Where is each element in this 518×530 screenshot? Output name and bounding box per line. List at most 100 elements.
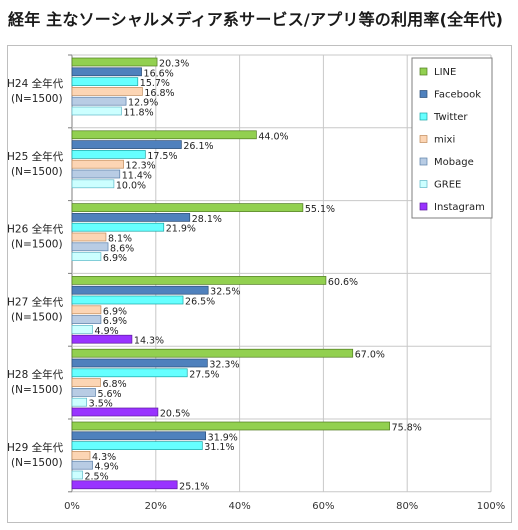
bar-value-label: 25.1% [179,481,209,492]
chart-frame [7,45,512,523]
bar-value-label: 4.9% [95,462,119,473]
x-tick-label: 40% [228,501,250,512]
bar-mixi [71,159,124,169]
bar-mixi [71,451,91,460]
bar-value-label: 17.5% [147,151,177,162]
group-label: H24 全年代 [7,77,64,90]
bar-value-label: 4.3% [92,452,116,463]
group-label: H28 全年代 [7,368,64,381]
bar-value-label: 27.5% [189,369,219,380]
bar-value-label: 4.9% [95,326,119,337]
bar-value-label: 26.5% [185,297,215,308]
bar-value-label: 12.9% [128,98,158,109]
bar-mobage [71,169,121,179]
bar-facebook [71,140,182,149]
bar-mixi [71,232,107,242]
bar-mobage [71,388,96,397]
bar-value-label: 31.1% [204,442,234,453]
bar-mixi [71,305,102,315]
bar-line [71,203,304,212]
chart-title: 経年 主なソーシャルメディア系サービス/アプリ等の利用率(全年代) [8,10,504,29]
group-n-label: (N=1500) [11,311,63,323]
bar-value-label: 15.7% [140,78,170,89]
group-label: H27 全年代 [7,295,64,308]
bar-value-label: 6.9% [103,253,127,264]
group-n-label: (N=1500) [11,239,63,251]
legend-swatch-instagram [419,202,428,211]
legend-swatch-mobage [419,157,428,166]
bar-value-label: 75.8% [392,423,422,434]
bar-value-label: 14.3% [134,336,164,347]
x-tick-label: 100% [477,501,506,512]
bar-value-label: 20.5% [160,409,190,420]
bar-value-label: 32.3% [209,360,239,371]
bar-gree [71,106,122,116]
bar-mixi [71,378,101,387]
bar-gree [71,252,102,261]
group-label: H29 全年代 [7,441,64,454]
bar-value-label: 8.1% [108,234,132,245]
bar-line [71,130,257,140]
bar-gree [71,325,93,334]
bar-value-label: 5.6% [97,389,121,400]
bar-gree [71,397,88,407]
x-tick-label: 20% [145,501,167,512]
bar-instagram [71,334,133,344]
bar-facebook [71,358,208,368]
bar-instagram [71,407,159,417]
bar-mobage [71,460,93,470]
legend-swatch-gree [419,180,428,188]
legend-swatch-facebook [419,90,428,98]
legend-swatch-line [419,67,428,76]
legend-label: Instagram [434,202,485,213]
bar-value-label: 67.0% [355,350,385,361]
x-tick-label: 80% [396,501,418,512]
group-label: H26 全年代 [7,223,64,236]
bar-facebook [71,285,209,295]
bar-mobage [71,315,102,324]
legend-swatch-twitter [419,112,428,121]
group-n-label: (N=1500) [11,166,63,178]
bar-value-label: 31.9% [208,432,238,443]
legend-label: Facebook [434,90,481,101]
bar-mobage [71,96,127,106]
bar-mixi [71,87,143,96]
bar-value-label: 6.9% [103,316,127,327]
bar-value-label: 32.5% [210,287,240,298]
x-tick-label: 60% [312,501,334,512]
bar-value-label: 16.8% [144,88,174,99]
bar-mobage [71,242,109,252]
legend-label: Twitter [433,112,468,123]
bar-instagram [71,480,178,490]
bar-value-label: 21.9% [166,224,196,235]
bar-twitter [71,150,146,159]
bar-twitter [71,441,203,450]
bar-facebook [71,431,207,441]
bar-line [71,276,327,285]
bar-value-label: 60.6% [328,277,358,288]
bar-twitter [71,295,184,305]
legend-label: LINE [434,67,456,78]
bar-twitter [71,368,188,378]
bar-value-label: 11.8% [123,108,153,119]
bar-line [71,57,158,67]
x-tick-label: 0% [64,501,80,512]
group-n-label: (N=1500) [11,457,63,469]
bar-value-label: 16.6% [144,68,174,79]
legend-swatch-mixi [419,135,428,143]
bar-gree [71,179,115,189]
group-label: H25 全年代 [7,150,64,163]
bar-facebook [71,67,142,77]
bar-line [71,348,354,358]
bar-value-label: 10.0% [116,180,146,191]
group-n-label: (N=1500) [11,384,63,396]
bar-value-label: 2.5% [84,472,108,483]
bar-value-label: 3.5% [89,399,113,410]
bar-twitter [71,77,139,86]
legend-label: GREE [434,180,461,191]
bar-value-label: 26.1% [183,141,213,152]
bar-value-label: 6.8% [102,379,126,390]
bar-line [71,421,390,431]
bar-value-label: 12.3% [126,161,156,172]
